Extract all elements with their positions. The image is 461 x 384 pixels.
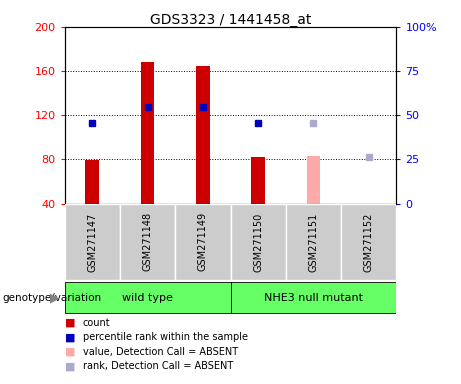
Bar	[196, 66, 210, 204]
Bar	[251, 157, 265, 204]
Bar	[85, 161, 99, 204]
Text: GSM271148: GSM271148	[142, 212, 153, 271]
Text: GSM271152: GSM271152	[364, 212, 374, 271]
Text: count: count	[83, 318, 111, 328]
Text: rank, Detection Call = ABSENT: rank, Detection Call = ABSENT	[83, 361, 233, 371]
Text: value, Detection Call = ABSENT: value, Detection Call = ABSENT	[83, 347, 238, 357]
Text: GDS3323 / 1441458_at: GDS3323 / 1441458_at	[150, 13, 311, 27]
Bar	[341, 204, 396, 280]
Bar	[65, 204, 120, 280]
Text: NHE3 null mutant: NHE3 null mutant	[264, 293, 363, 303]
Bar	[120, 204, 175, 280]
Text: ■: ■	[65, 361, 75, 371]
Text: GSM271150: GSM271150	[253, 212, 263, 271]
Text: genotype/variation: genotype/variation	[2, 293, 101, 303]
Bar	[230, 282, 396, 313]
Text: GSM271151: GSM271151	[308, 212, 319, 271]
Text: wild type: wild type	[122, 293, 173, 303]
Text: ▶: ▶	[50, 291, 60, 304]
Bar	[175, 204, 230, 280]
Bar	[141, 62, 154, 204]
Text: GSM271149: GSM271149	[198, 212, 208, 271]
Bar	[65, 282, 230, 313]
Bar	[286, 204, 341, 280]
Text: GSM271147: GSM271147	[87, 212, 97, 271]
Bar	[307, 156, 320, 204]
Text: percentile rank within the sample: percentile rank within the sample	[83, 332, 248, 342]
Text: ■: ■	[65, 347, 75, 357]
Bar	[230, 204, 286, 280]
Text: ■: ■	[65, 318, 75, 328]
Text: ■: ■	[65, 332, 75, 342]
